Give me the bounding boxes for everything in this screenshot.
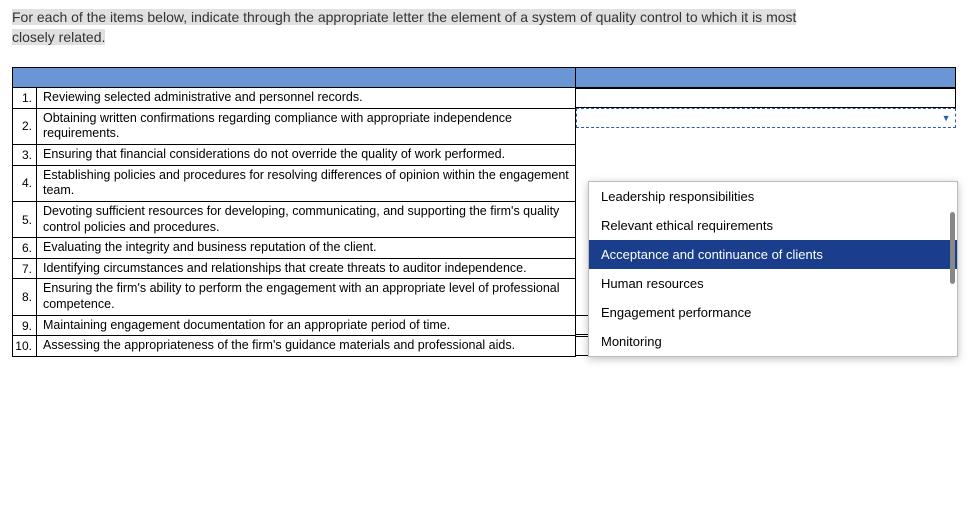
dropdown-scrollbar[interactable] — [950, 212, 955, 284]
row-text: Evaluating the integrity and business re… — [36, 238, 575, 259]
row-text: Maintaining engagement documentation for… — [36, 315, 575, 336]
table-row: 3.Ensuring that financial considerations… — [13, 145, 956, 166]
instructions-text: For each of the items below, indicate th… — [12, 8, 956, 47]
dropdown-option[interactable]: Acceptance and continuance of clients — [589, 240, 957, 269]
table-header-row — [13, 68, 956, 88]
dropdown-option[interactable]: Monitoring — [589, 327, 957, 356]
row-number: 5. — [13, 201, 37, 237]
table-row: 2.Obtaining written confirmations regard… — [13, 108, 956, 144]
instructions-line2: closely related. — [12, 29, 105, 45]
row-text: Assessing the appropriateness of the fir… — [36, 336, 575, 357]
table-row: 1.Reviewing selected administrative and … — [13, 88, 956, 109]
row-text: Devoting sufficient resources for develo… — [36, 201, 575, 237]
dropdown-option[interactable]: Engagement performance — [589, 298, 957, 327]
row-number: 1. — [13, 88, 37, 109]
row-text: Reviewing selected administrative and pe… — [36, 88, 575, 109]
row-text: Identifying circumstances and relationsh… — [36, 258, 575, 279]
instructions-line1: For each of the items below, indicate th… — [12, 9, 796, 25]
row-number: 10. — [13, 336, 37, 357]
dropdown-arrow-icon: ▼ — [942, 113, 951, 123]
row-text: Establishing policies and procedures for… — [36, 165, 575, 201]
row-number: 7. — [13, 258, 37, 279]
row-number: 9. — [13, 315, 37, 336]
row-number: 4. — [13, 165, 37, 201]
dropdown-option[interactable]: Relevant ethical requirements — [589, 211, 957, 240]
answer-select[interactable] — [576, 88, 955, 108]
row-number: 6. — [13, 238, 37, 259]
dropdown-option[interactable]: Human resources — [589, 269, 957, 298]
answer-select[interactable]: ▼ — [576, 108, 955, 128]
answer-dropdown[interactable]: Leadership responsibilitiesRelevant ethi… — [588, 181, 958, 357]
row-number: 2. — [13, 108, 37, 144]
dropdown-option[interactable]: Leadership responsibilities — [589, 182, 957, 211]
row-number: 8. — [13, 279, 37, 315]
row-text: Obtaining written confirmations regardin… — [36, 108, 575, 144]
answer-select[interactable] — [576, 145, 955, 165]
row-number: 3. — [13, 145, 37, 166]
row-text: Ensuring that financial considerations d… — [36, 145, 575, 166]
row-text: Ensuring the firm's ability to perform t… — [36, 279, 575, 315]
